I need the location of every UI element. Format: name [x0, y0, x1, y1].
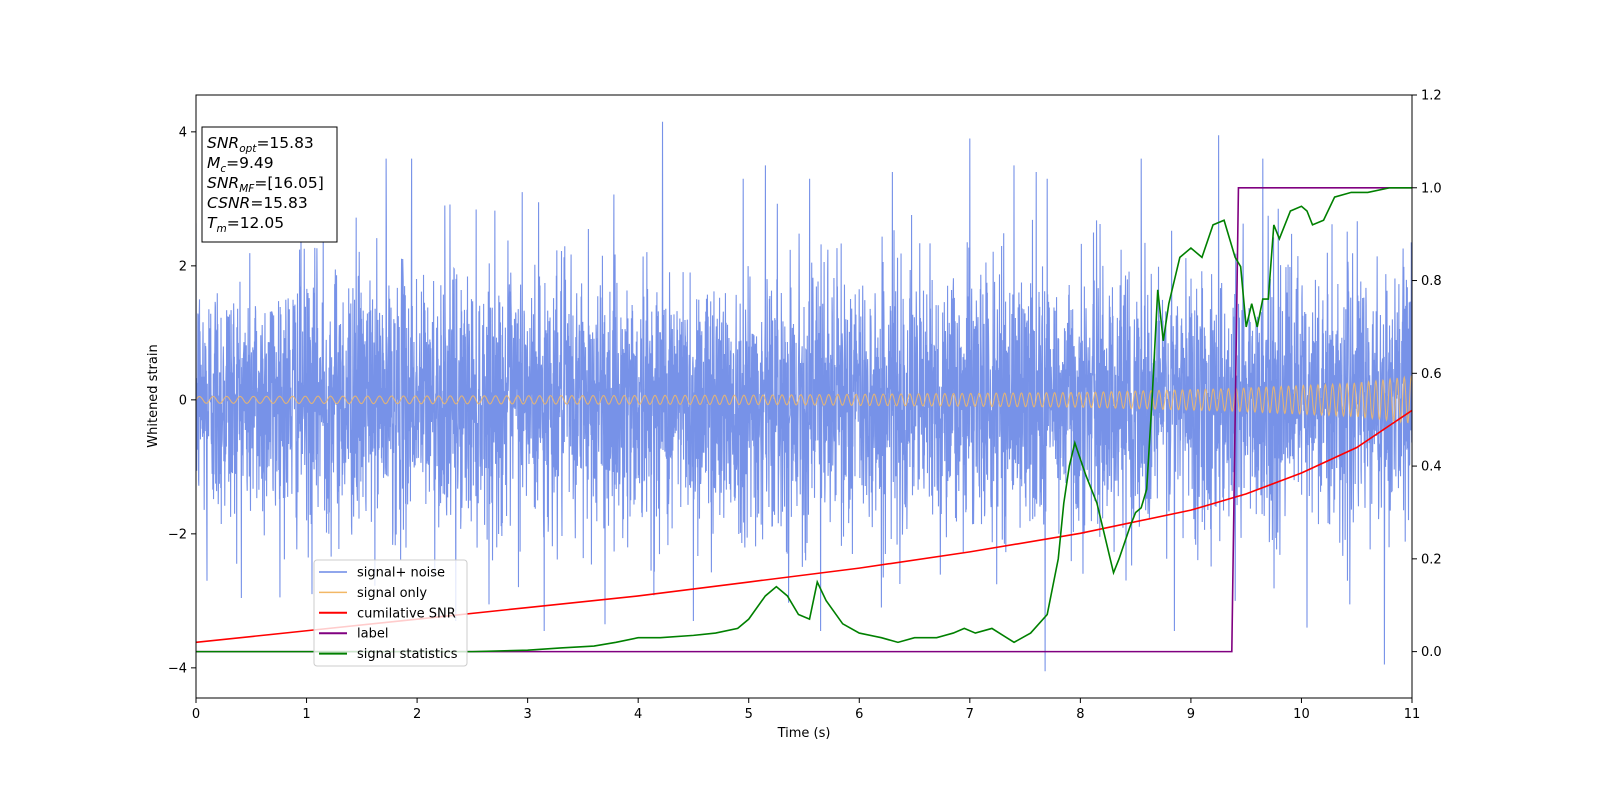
y-left-tick-label: 0: [179, 393, 187, 408]
y-right-tick-label: 1.0: [1421, 181, 1442, 196]
series-signal-noise: [196, 121, 1412, 672]
y-axis-label: Whitened strain: [146, 344, 161, 447]
x-tick-label: 8: [1076, 707, 1084, 722]
plot-frame: [195, 94, 1413, 699]
info-line: CSNR=15.83: [207, 194, 308, 212]
x-tick-label: 5: [745, 707, 753, 722]
y-left-tick-label: 2: [179, 259, 187, 274]
y-right-tick-label: 0.2: [1421, 552, 1442, 567]
info-line: SNRopt=15.83: [207, 134, 314, 155]
series-label: [196, 186, 1412, 653]
info-line: SNRMF=[16.05]: [207, 174, 324, 195]
x-tick-label: 10: [1293, 707, 1310, 722]
x-tick-label: 2: [413, 707, 421, 722]
x-tick-label: 0: [192, 707, 200, 722]
x-tick-label: 11: [1404, 707, 1421, 722]
x-tick-label: 6: [855, 707, 863, 722]
y-left-tick-label: 4: [179, 125, 187, 140]
y-right-tick-label: 0.8: [1421, 274, 1442, 289]
legend-label: signal only: [357, 586, 427, 601]
x-tick-label: 3: [523, 707, 531, 722]
y-right-tick-label: 0.0: [1421, 645, 1442, 660]
legend-label: label: [357, 627, 388, 642]
y-right-tick-label: 0.4: [1421, 460, 1442, 475]
y-left-tick-label: −2: [168, 527, 187, 542]
y-right-tick-label: 0.6: [1421, 367, 1442, 382]
x-tick-label: 9: [1187, 707, 1195, 722]
info-line: Tm=12.05: [207, 214, 284, 235]
x-axis-label: Time (s): [777, 726, 831, 741]
legend-label: signal statistics: [357, 647, 458, 662]
info-box: SNRopt=15.83Mc=9.49SNRMF=[16.05]CSNR=15.…: [201, 126, 338, 243]
info-line: Mc=9.49: [207, 154, 274, 175]
series-signal-statistics: [196, 186, 1412, 653]
legend-label: cumilative SNR: [357, 606, 456, 621]
y-left-tick-label: −4: [168, 661, 187, 676]
x-tick-label: 4: [634, 707, 642, 722]
legend-label: signal+ noise: [357, 566, 445, 581]
x-tick-label: 1: [302, 707, 310, 722]
legend: signal+ noise signal only cumilative SNR la…: [313, 559, 468, 667]
y-right-tick-label: 1.2: [1421, 89, 1442, 104]
series-signal-only: [196, 375, 1412, 424]
x-tick-label: 7: [966, 707, 974, 722]
